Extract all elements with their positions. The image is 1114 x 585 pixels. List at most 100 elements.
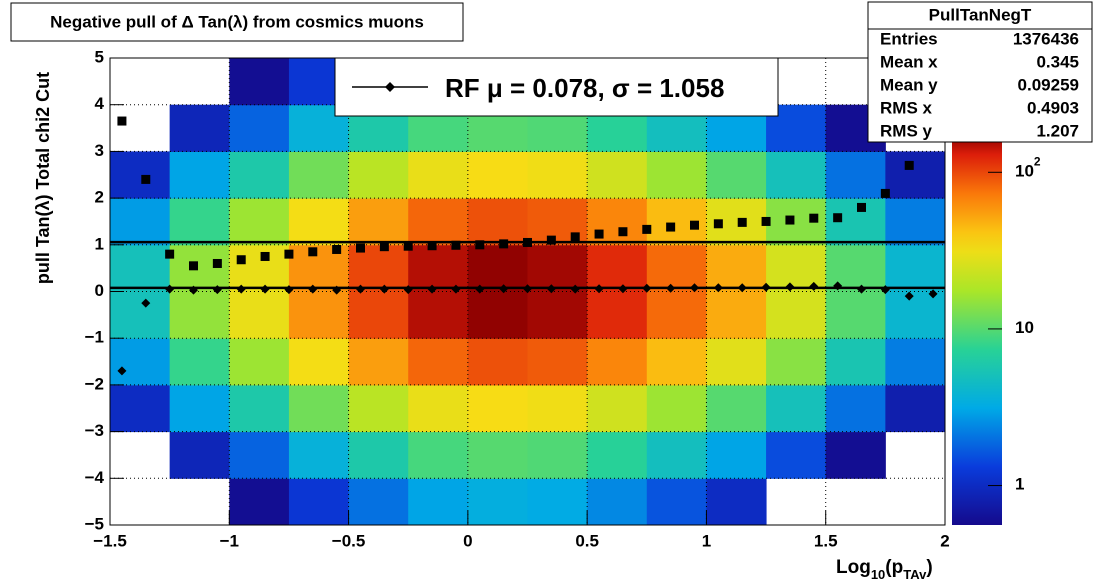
x-tick-label: −1 — [220, 531, 239, 550]
sigma-point — [904, 160, 914, 170]
heatmap — [110, 58, 945, 525]
stats-box: PullTanNegT Entries 1376436 Mean x 0.345 Mean… — [867, 1, 1093, 143]
z-tick-text: 10 — [1015, 162, 1034, 181]
heatmap-cell — [169, 384, 230, 433]
sigma-point — [642, 224, 652, 234]
x-label-sub: TAv — [903, 567, 927, 582]
mu-point — [594, 284, 604, 294]
heatmap-cell — [527, 478, 588, 525]
z-tick-label: 10 — [1015, 318, 1034, 337]
heatmap-cell — [169, 431, 230, 479]
stats-key: Entries — [880, 29, 938, 48]
sigma-point — [499, 239, 509, 249]
y-tick-label: 4 — [95, 94, 105, 113]
sigma-point — [880, 188, 890, 198]
sigma-point — [451, 240, 461, 250]
stats-key: Mean x — [880, 52, 938, 71]
sigma-point — [785, 215, 795, 225]
heatmap-cell — [766, 244, 827, 292]
mu-point — [451, 284, 461, 294]
legend-marker — [385, 82, 395, 92]
mu-point — [904, 291, 914, 301]
heatmap-cell — [467, 431, 528, 479]
mu-point — [809, 281, 819, 291]
stats-title: PullTanNegT — [929, 5, 1032, 24]
mu-point — [546, 284, 556, 294]
sigma-point — [117, 116, 127, 126]
heatmap-cell — [706, 478, 767, 525]
sigma-point — [857, 202, 866, 212]
y-tick-label: 1 — [95, 234, 104, 253]
mu-point — [356, 284, 365, 294]
heatmap-cell — [646, 384, 707, 433]
heatmap-cell — [467, 478, 528, 525]
heatmap-cell — [587, 244, 648, 292]
heatmap-cell — [527, 384, 588, 433]
heatmap-cell — [527, 291, 588, 339]
sigma-point — [189, 261, 198, 271]
heatmap-cell — [288, 338, 350, 386]
heatmap-cell — [408, 291, 469, 339]
z-tick-label: 1 — [1015, 475, 1024, 494]
y-tick-label: −1 — [85, 328, 104, 347]
mu-point — [475, 284, 485, 294]
heatmap-cell — [646, 338, 707, 386]
heatmap-cell — [527, 431, 588, 479]
heatmap-cell — [706, 244, 767, 292]
heatmap-cell — [706, 431, 767, 479]
title-box — [10, 2, 464, 42]
heatmap-cell — [229, 198, 290, 246]
heatmap-cell — [766, 291, 827, 339]
heatmap-cell — [288, 478, 350, 525]
sigma-point — [809, 213, 819, 223]
heatmap-cell — [467, 291, 528, 339]
heatmap-cell — [527, 151, 588, 199]
sigma-point — [212, 258, 222, 268]
sigma-point — [427, 241, 437, 251]
heatmap-cell — [229, 244, 290, 292]
heatmap-cell — [467, 198, 528, 246]
mu-point — [618, 284, 628, 294]
legend-label: RF μ = 0.078, σ = 1.058 — [445, 73, 724, 103]
heatmap-cell — [348, 198, 409, 246]
heatmap-cell — [825, 151, 886, 199]
z-tick-text: 1 — [1015, 475, 1024, 494]
heatmap-cell — [885, 338, 945, 386]
heatmap-cell — [408, 244, 469, 292]
x-tick-label: −0.5 — [332, 531, 366, 550]
heatmap-cell — [587, 478, 648, 525]
mu-point — [141, 298, 151, 308]
y-tick-label: −3 — [85, 421, 104, 440]
heatmap-cell — [408, 338, 469, 386]
heatmap-cell — [825, 431, 886, 479]
mu-point — [570, 284, 580, 294]
sigma-point — [761, 216, 771, 226]
heatmap-cell — [766, 338, 827, 386]
heatmap-cell — [885, 198, 945, 246]
x-tick-label: 0.5 — [575, 531, 599, 550]
mu-point — [308, 284, 318, 294]
stats-key: RMS y — [880, 121, 933, 140]
mu-point — [642, 283, 652, 293]
heatmap-cell — [348, 478, 409, 525]
x-tick-label: 0 — [463, 531, 472, 550]
y-tick-label: −4 — [85, 468, 105, 487]
x-tick-label: 2 — [940, 531, 949, 550]
heatmap-cell — [348, 431, 409, 479]
heatmap-cell — [169, 291, 230, 339]
heatmap-cell — [587, 338, 648, 386]
heatmap-cell — [229, 384, 290, 433]
heatmap-cell — [110, 384, 171, 433]
sigma-point — [666, 222, 676, 232]
heatmap-cell — [766, 384, 827, 433]
heatmap-cell — [825, 338, 886, 386]
heatmap-cell — [587, 384, 648, 433]
x-axis-label: Log10(pTAv) — [836, 557, 933, 582]
heatmap-cell — [885, 151, 945, 199]
mu-point — [427, 284, 437, 294]
color-bar — [952, 135, 1002, 525]
heatmap-cell — [646, 151, 707, 199]
heatmap-cell — [646, 291, 707, 339]
heatmap-cell — [646, 478, 707, 525]
mu-point — [690, 283, 699, 293]
